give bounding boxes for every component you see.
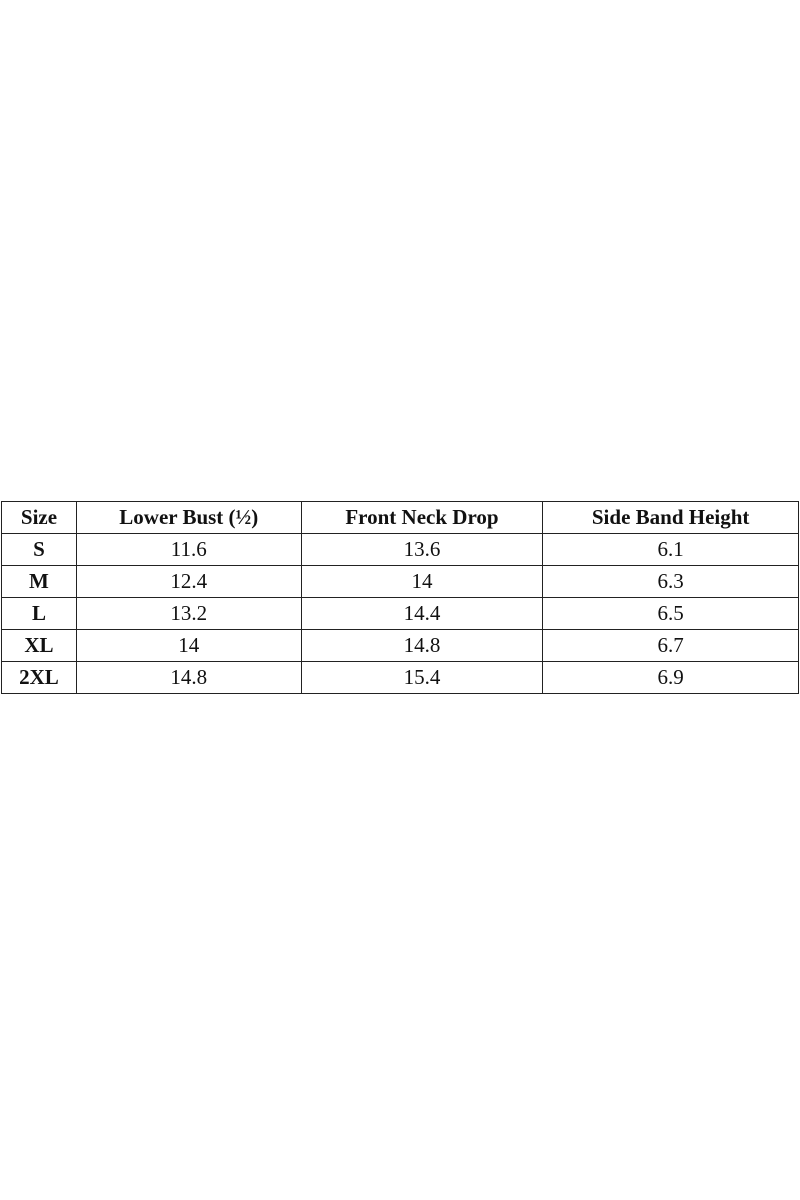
cell-size: S: [1, 533, 77, 566]
cell-size: M: [1, 565, 77, 598]
table-row: XL 14 14.8 6.7: [1, 629, 799, 662]
cell-side-band-height: 6.1: [542, 533, 799, 566]
cell-front-neck-drop: 14: [300, 565, 544, 598]
table-row: M 12.4 14 6.3: [1, 565, 799, 598]
cell-front-neck-drop: 15.4: [300, 661, 544, 694]
cell-lower-bust: 12.4: [75, 565, 302, 598]
cell-lower-bust: 14.8: [75, 661, 302, 694]
cell-lower-bust: 13.2: [75, 597, 302, 630]
cell-size: 2XL: [1, 661, 77, 694]
header-size: Size: [1, 501, 77, 534]
header-front-neck-drop: Front Neck Drop: [300, 501, 544, 534]
size-chart-table: Size Lower Bust (½) Front Neck Drop Side…: [1, 501, 799, 694]
cell-side-band-height: 6.3: [542, 565, 799, 598]
cell-size: XL: [1, 629, 77, 662]
cell-front-neck-drop: 14.8: [300, 629, 544, 662]
header-lower-bust: Lower Bust (½): [75, 501, 302, 534]
cell-side-band-height: 6.7: [542, 629, 799, 662]
table-row: L 13.2 14.4 6.5: [1, 597, 799, 630]
header-side-band-height: Side Band Height: [542, 501, 799, 534]
cell-front-neck-drop: 13.6: [300, 533, 544, 566]
cell-lower-bust: 11.6: [75, 533, 302, 566]
cell-front-neck-drop: 14.4: [300, 597, 544, 630]
cell-lower-bust: 14: [75, 629, 302, 662]
header-row: Size Lower Bust (½) Front Neck Drop Side…: [1, 501, 799, 534]
cell-side-band-height: 6.5: [542, 597, 799, 630]
table-row: 2XL 14.8 15.4 6.9: [1, 661, 799, 694]
cell-side-band-height: 6.9: [542, 661, 799, 694]
cell-size: L: [1, 597, 77, 630]
table-row: S 11.6 13.6 6.1: [1, 533, 799, 566]
